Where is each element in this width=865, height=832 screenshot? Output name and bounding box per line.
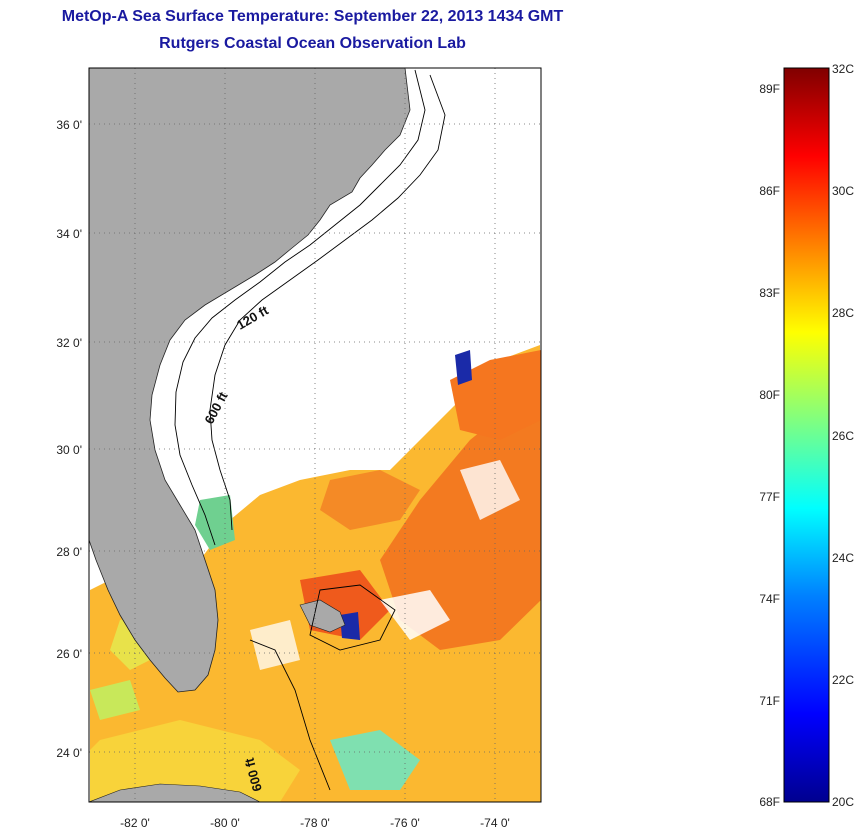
colorbar-label-22c: 22C [832, 673, 855, 687]
colorbar-label-89f: 89F [759, 82, 780, 96]
colorbar-label-32c: 32C [832, 62, 855, 76]
colorbar-label-77f: 77F [759, 490, 780, 504]
lon-label-74: -74 0' [480, 816, 510, 830]
bahamas-land [299, 599, 346, 633]
colorbar-label-80f: 80F [759, 388, 780, 402]
colorbar-label-71f: 71F [759, 694, 780, 708]
colorbar-label-74f: 74F [759, 592, 780, 606]
lat-label-28: 28 0' [56, 545, 82, 559]
lat-label-32: 32 0' [56, 336, 82, 350]
lat-label-24: 24 0' [56, 746, 82, 760]
graticule [89, 68, 541, 802]
lon-label-80: -80 0' [210, 816, 240, 830]
lat-label-34: 34 0' [56, 227, 82, 241]
lat-label-36: 36 0' [56, 118, 82, 132]
land-mass [89, 68, 411, 693]
map-title: MetOp-A Sea Surface Temperature: Septemb… [61, 8, 564, 25]
lon-label-78: -78 0' [300, 816, 330, 830]
colorbar-label-28c: 28C [832, 306, 855, 320]
isobath-contours [174, 69, 446, 791]
colorbar-label-83f: 83F [759, 286, 780, 300]
colorbar-label-26c: 26C [832, 429, 855, 443]
colorbar-label-24c: 24C [832, 551, 855, 565]
lon-label-76: -76 0' [390, 816, 420, 830]
cuba-land [89, 783, 261, 802]
colorbar-label-30c: 30C [832, 184, 855, 198]
lon-label-82: -82 0' [120, 816, 150, 830]
colorbar-label-86f: 86F [759, 184, 780, 198]
lat-label-26: 26 0' [56, 647, 82, 661]
lat-label-30: 30 0' [56, 443, 82, 457]
colorbar-label-68f: 68F [759, 795, 780, 809]
temperature-colorbar [783, 67, 830, 803]
map-frame [88, 67, 542, 803]
colorbar-label-20c: 20C [832, 795, 855, 809]
map-subtitle: Rutgers Coastal Ocean Observation Lab [159, 35, 466, 52]
